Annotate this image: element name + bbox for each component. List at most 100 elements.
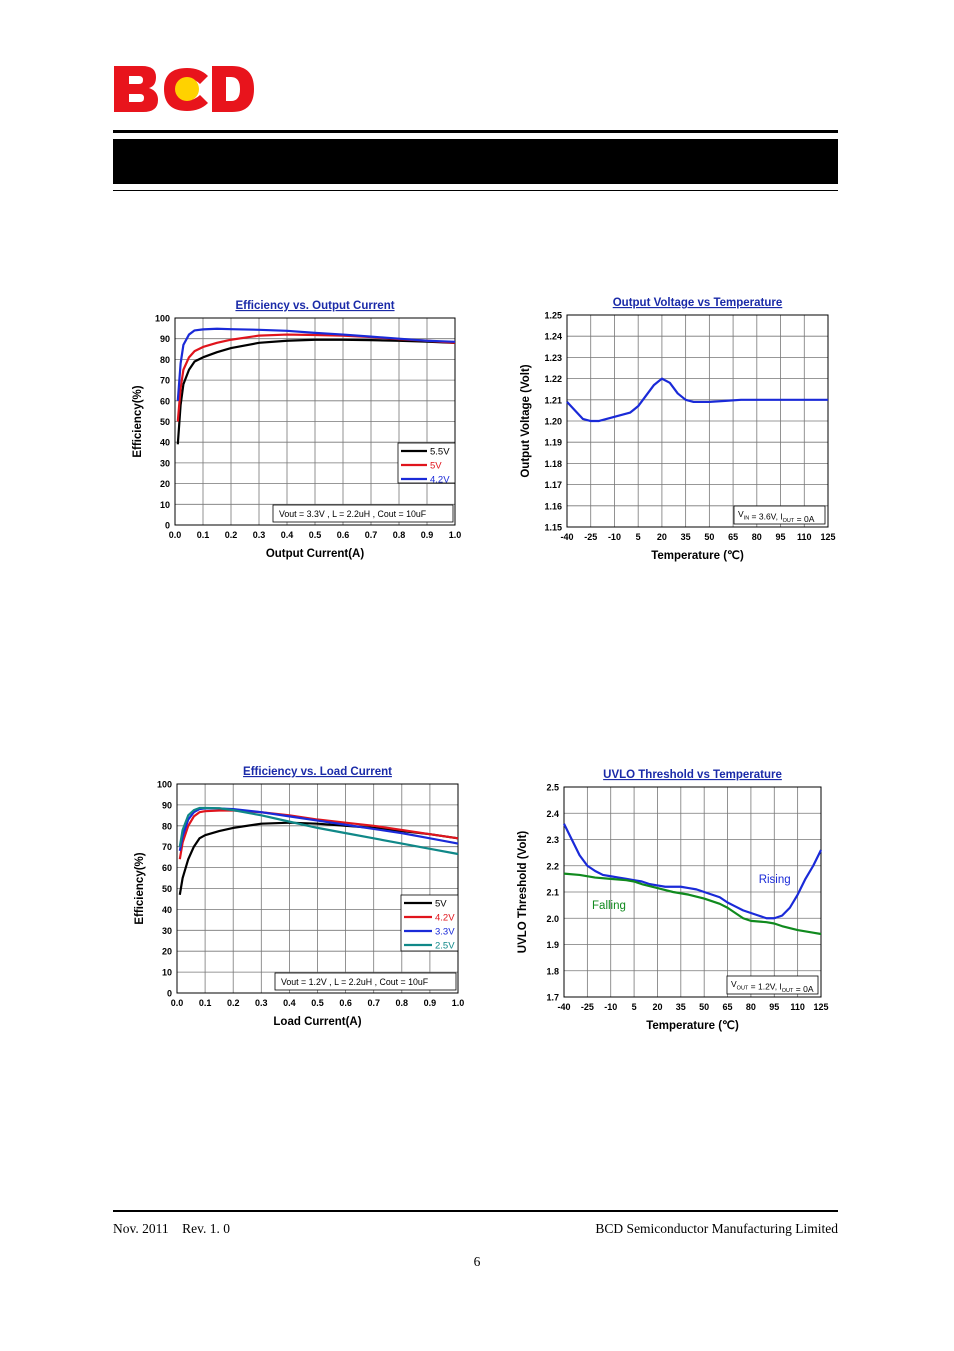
x-tick-label: 95	[769, 1002, 779, 1012]
y-tick-label: 80	[162, 821, 172, 831]
x-tick-label: 0.3	[255, 998, 268, 1008]
y-tick-label: 40	[160, 438, 170, 448]
bcd-logo	[114, 66, 254, 112]
x-tick-label: 80	[752, 532, 762, 542]
series-line-5v	[176, 333, 456, 422]
series-line-5v	[178, 821, 459, 895]
x-tick-label: -40	[557, 1002, 570, 1012]
chart-uvlo-threshold-vs-temperature: UVLO Threshold vs Temperature -40 -25 -10 5 2…	[517, 769, 829, 1032]
y-tick-label: 2.5	[546, 783, 559, 793]
x-tick-label: 0.7	[367, 998, 380, 1008]
y-tick-label: 1.21	[544, 395, 562, 405]
y-tick-label: 2.3	[546, 835, 559, 845]
annotation-subscript: OUT	[783, 518, 795, 524]
x-tick-label: 65	[723, 1002, 733, 1012]
x-tick-label: 35	[676, 1002, 686, 1012]
x-tick-label: 0.6	[337, 530, 350, 540]
y-tick-label: 100	[155, 314, 170, 324]
x-tick-label: 125	[820, 532, 835, 542]
x-tick-label: -10	[604, 1002, 617, 1012]
annotation-box	[274, 972, 457, 991]
plot-frame	[563, 786, 822, 998]
x-tick-label: 1.0	[452, 998, 465, 1008]
chart-title: Efficiency vs. Load Current	[243, 766, 392, 778]
legend-label: 3.3V	[435, 927, 455, 938]
chart-title: UVLO Threshold vs Temperature	[603, 769, 782, 781]
x-tick-label: 110	[797, 532, 812, 542]
y-tick-label: 20	[160, 479, 170, 489]
annotation-box	[726, 975, 819, 995]
y-tick-label: 1.15	[544, 523, 562, 533]
annotation-part: = 0A	[793, 984, 813, 994]
annotation-box	[733, 505, 826, 525]
y-tick-label: 2.2	[546, 861, 559, 871]
x-tick-label: 0.8	[393, 530, 406, 540]
legend-box	[397, 442, 456, 484]
y-tick-label: 1.17	[544, 480, 562, 490]
x-tick-label: -25	[584, 532, 597, 542]
y-tick-label: 20	[162, 947, 172, 957]
y-tick-label: 1.8	[546, 966, 559, 976]
x-axis-label: Temperature (℃)	[646, 1019, 739, 1032]
header-bottom-rule	[113, 190, 838, 191]
y-tick-label: 30	[160, 458, 170, 468]
y-tick-label: 1.24	[544, 332, 562, 342]
logo-letter-d	[212, 66, 254, 112]
x-tick-label: 35	[681, 532, 691, 542]
series-line-falling	[563, 872, 822, 936]
series-line-33v	[178, 807, 459, 852]
series-label-rising: Rising	[759, 874, 791, 886]
plot-frame	[174, 317, 456, 526]
x-tick-label: 0.4	[283, 998, 296, 1008]
y-tick-label: 1.20	[544, 417, 562, 427]
x-tick-label: 0.5	[311, 998, 324, 1008]
annotation-text: VOUT = 1.2V, IOUT = 0A	[731, 979, 814, 994]
y-tick-label: 1.7	[546, 993, 559, 1003]
y-tick-label: 100	[157, 780, 172, 790]
annotation-text: VIN = 3.6V, IOUT = 0A	[738, 509, 815, 524]
y-tick-label: 90	[162, 800, 172, 810]
header-top-rule	[113, 130, 838, 133]
x-tick-label: 0.9	[424, 998, 437, 1008]
x-tick-label: 0.4	[281, 530, 294, 540]
y-axis-label: Efficiency(%)	[132, 385, 144, 457]
x-tick-label: 0.0	[171, 998, 184, 1008]
chart-efficiency-vs-load-current: Efficiency vs. Load Current 0.0 0.1 0.2 0.3 0…	[134, 766, 465, 1028]
plot-frame	[566, 314, 829, 528]
x-axis-label: Output Current(A)	[266, 548, 365, 560]
series-line-rising	[563, 823, 822, 920]
series-label-falling: Falling	[592, 900, 626, 912]
x-tick-label: 1.0	[449, 530, 462, 540]
y-tick-label: 90	[160, 334, 170, 344]
y-tick-label: 10	[160, 500, 170, 510]
logo-yellow-dot	[175, 77, 199, 101]
logo-letter-c	[164, 68, 208, 111]
annotation-part: = 3.6V, I	[749, 512, 782, 522]
chart-output-voltage-vs-temperature: Output Voltage vs Temperature -40 -25 -10 5 2…	[520, 297, 836, 562]
x-tick-label: 50	[699, 1002, 709, 1012]
x-tick-label: 110	[790, 1002, 805, 1012]
y-tick-label: 50	[162, 884, 172, 894]
series-line-42v	[176, 327, 456, 401]
y-tick-label: 2.0	[546, 914, 559, 924]
y-tick-label: 1.23	[544, 353, 562, 363]
logo-letter-b	[114, 66, 158, 112]
x-tick-label: -25	[581, 1002, 594, 1012]
y-tick-label: 50	[160, 417, 170, 427]
x-tick-label: -10	[608, 532, 621, 542]
x-tick-label: 0.2	[227, 998, 240, 1008]
legend-label: 5V	[435, 899, 447, 910]
annotation-part: = 0A	[794, 514, 814, 524]
y-axis-label: Output Voltage (Volt)	[520, 364, 532, 477]
annotation-part: = 1.2V, I	[748, 982, 781, 992]
annotation-box	[272, 504, 454, 523]
y-tick-label: 1.16	[544, 501, 562, 511]
y-axis-label: UVLO Threshold (Volt)	[517, 831, 529, 954]
header-black-band	[113, 139, 838, 184]
x-tick-label: 80	[746, 1002, 756, 1012]
x-tick-label: 50	[704, 532, 714, 542]
x-tick-label: -40	[560, 532, 573, 542]
legend-label: 4.2V	[435, 913, 455, 924]
y-axis-label: Efficiency(%)	[134, 852, 146, 924]
x-tick-label: 65	[728, 532, 738, 542]
